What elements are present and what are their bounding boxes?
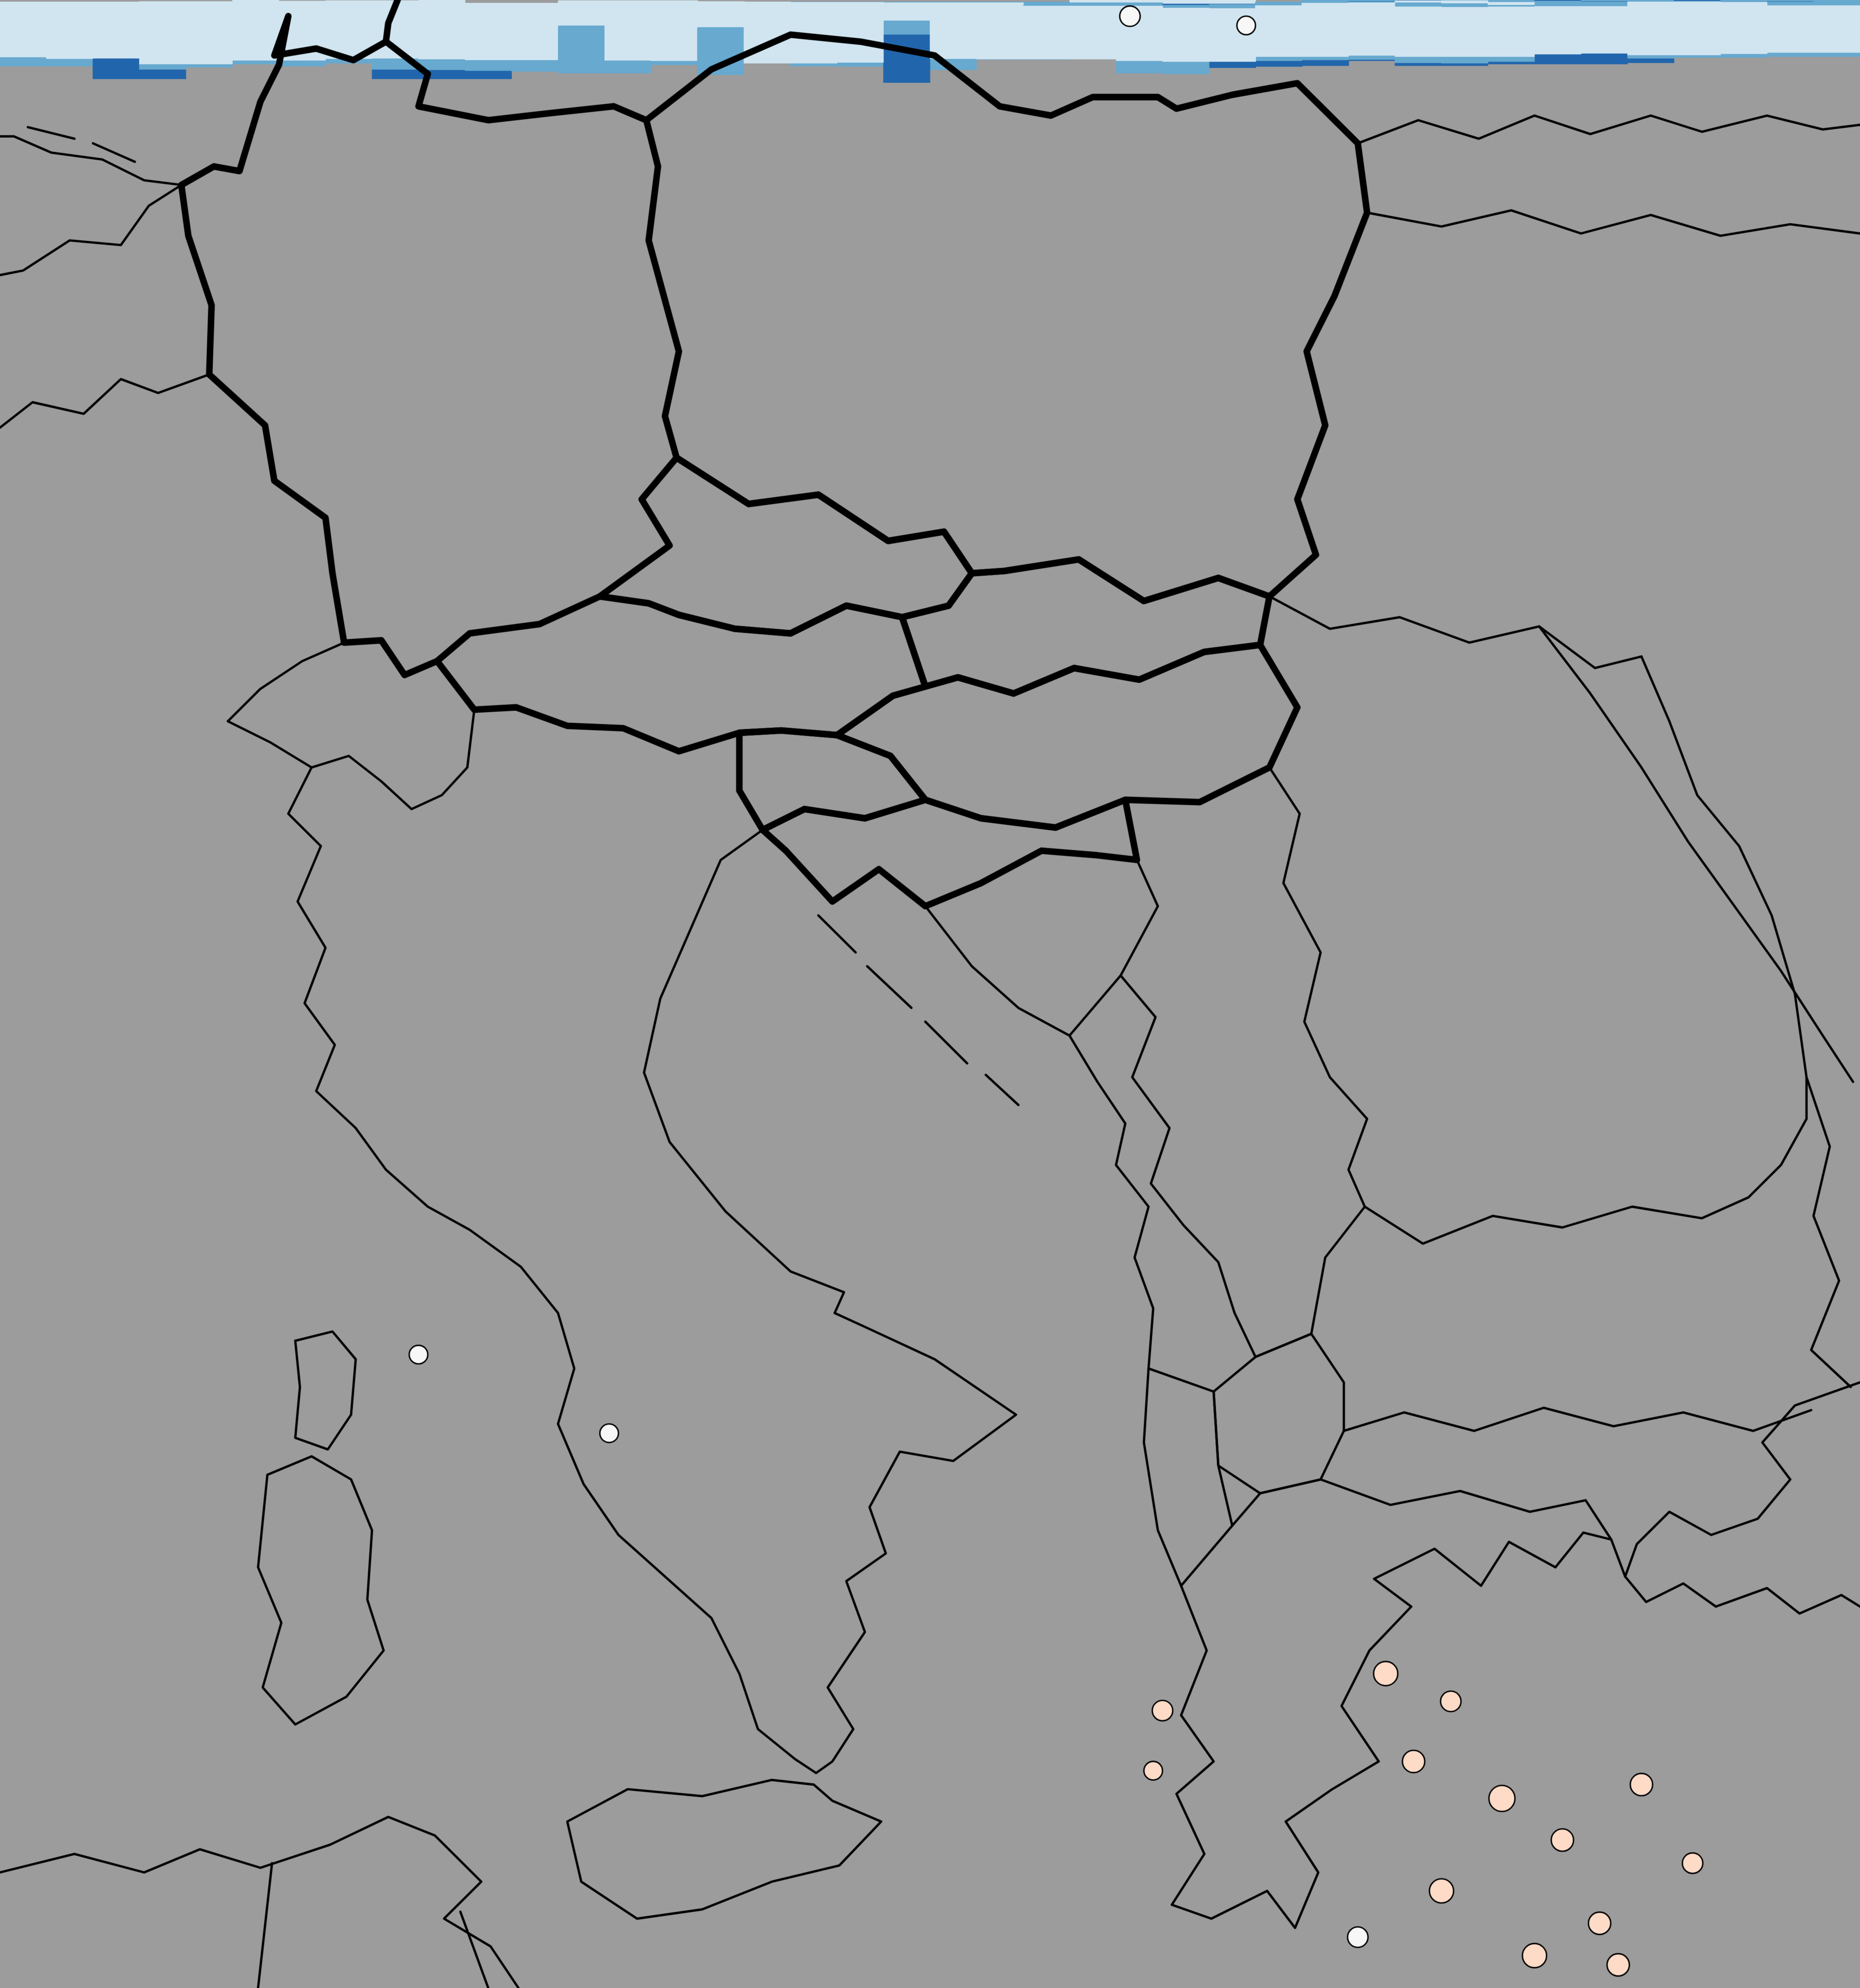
map-container bbox=[0, 0, 1860, 1988]
screenshot-root: { "map": { "kind": "gridded-anomaly-rast… bbox=[0, 0, 1860, 1988]
climate-anomaly-raster-map bbox=[0, 0, 1860, 1988]
